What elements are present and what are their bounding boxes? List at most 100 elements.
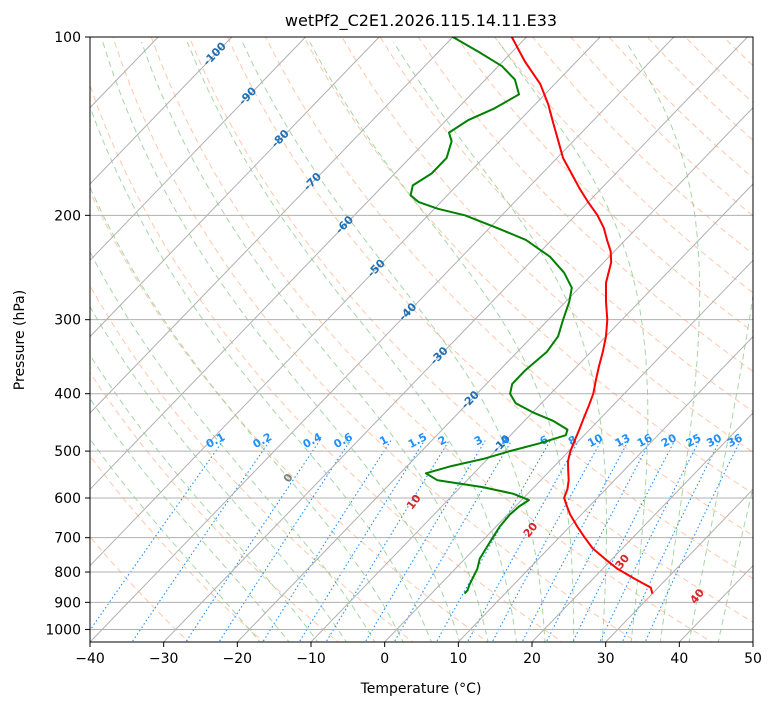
mixing-ratio-label: 0.2: [251, 430, 274, 451]
moist-adiabat-line: [90, 354, 319, 642]
dry-adiabat-line: [762, 37, 775, 644]
isotherm-gridline: [236, 106, 753, 642]
mixing-ratio-label: 2: [436, 433, 449, 448]
moist-adiabat-line: [688, 41, 753, 642]
mixing-ratio-label: 1.5: [406, 430, 429, 451]
chart-title: wetPf2_C2E1.2026.115.14.11.E33: [285, 11, 557, 31]
mixing-ratio-label: 16: [635, 431, 655, 450]
y-axis-ticks: 100 200 300 400 500 600 700 800 900 1000: [45, 30, 90, 638]
x-tick-label: 20: [523, 651, 541, 667]
isotherm-gridline: [163, 37, 748, 642]
dewpoint-profile-line: [409, 37, 573, 595]
moist-adiabat-line: [186, 41, 517, 642]
x-tick-label: 30: [597, 651, 615, 667]
mixing-ratio-lines: [90, 440, 741, 642]
mixing-ratio-line: [298, 440, 425, 642]
isotherm-gridline: [90, 37, 675, 642]
moist-adiabat-line: [90, 305, 347, 642]
y-tick-label: 200: [54, 208, 81, 224]
dry-adiabat-line: [90, 454, 265, 642]
y-tick-label: 500: [54, 444, 81, 460]
y-tick-label: 300: [54, 313, 81, 329]
moist-adiabat-line: [241, 41, 546, 642]
moist-adiabat-label: 10: [404, 492, 424, 512]
mixing-ratio-line: [521, 440, 630, 642]
sounding-series: [409, 37, 654, 595]
dry-adiabat-line: [532, 37, 753, 255]
mixing-ratio-line: [491, 440, 602, 642]
dry-adiabat-line: [379, 37, 753, 413]
dry-adiabat-line: [227, 37, 753, 580]
mixing-ratio-line: [90, 440, 224, 632]
mixing-ratio-line: [545, 440, 652, 642]
isotherm-gridlines: [90, 37, 753, 642]
mixing-ratio-label: 3: [472, 433, 485, 448]
x-tick-label: −30: [149, 651, 179, 667]
mixing-ratio-label: 0.4: [301, 430, 325, 451]
moist-adiabat-line: [90, 186, 404, 642]
x-axis-label: Temperature (°C): [360, 681, 482, 697]
moist-adiabat-line: [90, 438, 261, 642]
y-tick-label: 1000: [45, 622, 81, 638]
isotherm-gridline: [310, 183, 753, 642]
isotherm-gridline: [384, 259, 753, 642]
moist-adiabat-line: [141, 41, 489, 642]
isotherm-gridline: [90, 37, 527, 491]
dry-adiabat-line: [112, 37, 638, 642]
x-axis-ticks: −40 −30 −20 −10 0 10 20 30 40 50: [75, 642, 762, 667]
dry-adiabat-line: [455, 37, 753, 333]
mixing-ratio-label: 13: [613, 431, 633, 450]
mixing-ratio-label: 0.1: [204, 430, 227, 451]
moist-adiabat-line: [309, 41, 575, 642]
moist-adiabat-line: [90, 250, 376, 642]
mixing-ratio-label: 36: [725, 431, 745, 450]
mixing-ratio-line: [393, 440, 513, 642]
x-tick-label: 10: [449, 651, 467, 667]
moist-adiabat-line: [625, 41, 701, 642]
isotherm-gridline: [752, 641, 753, 642]
isotherm-gridline: [90, 37, 306, 262]
moist-adiabat-line: [393, 41, 607, 642]
isotherm-gridline: [90, 37, 601, 567]
moist-adiabat-label: 30: [613, 552, 633, 572]
mixing-ratio-label: 30: [704, 431, 724, 450]
isotherm-gridline: [90, 37, 233, 185]
moist-adiabat-line: [498, 41, 649, 642]
x-tick-label: 50: [744, 651, 762, 667]
y-tick-label: 700: [54, 531, 81, 547]
mixing-ratio-line: [621, 440, 721, 642]
plot-frame: [89, 36, 754, 643]
x-tick-label: −10: [296, 651, 326, 667]
dry-adiabat-line: [685, 37, 753, 104]
y-axis-label: Pressure (hPa): [12, 290, 28, 390]
y-tick-label: 800: [54, 565, 81, 581]
y-tick-label: 100: [54, 30, 81, 46]
y-tick-label: 900: [54, 595, 81, 611]
dry-adiabat-line: [265, 37, 753, 537]
moist-adiabat-line: [90, 105, 432, 642]
dry-adiabat-line: [90, 535, 190, 642]
mixing-ratio-line: [466, 440, 580, 642]
mixing-ratio-line: [364, 440, 486, 642]
x-tick-label: −40: [75, 651, 105, 667]
mixing-ratio-line: [435, 440, 551, 642]
isotherm-gridline: [90, 37, 380, 338]
dry-adiabat-line: [341, 37, 753, 453]
moist-adiabat-line: [717, 486, 753, 642]
mixing-ratio-label: 1: [377, 433, 390, 448]
mixing-ratio-line: [185, 440, 321, 642]
x-tick-label: −20: [223, 651, 253, 667]
plot-area: -100-90-80-70-60-50-40-30-20-100.1 0.2 0.4…: [90, 37, 775, 644]
dry-adiabats: [90, 37, 775, 644]
mixing-ratio-line: [262, 440, 392, 642]
x-tick-label: 0: [380, 651, 389, 667]
y-tick-label: 600: [54, 491, 81, 507]
isobar-gridlines: [90, 37, 753, 630]
dry-adiabat-line: [150, 37, 713, 642]
mixing-ratio-label: 10: [585, 431, 605, 450]
isotherm-gridline: [90, 37, 454, 414]
mixing-ratio-line: [599, 440, 700, 642]
mixing-ratio-label: 20: [659, 431, 679, 450]
dry-adiabat-line: [90, 371, 340, 642]
